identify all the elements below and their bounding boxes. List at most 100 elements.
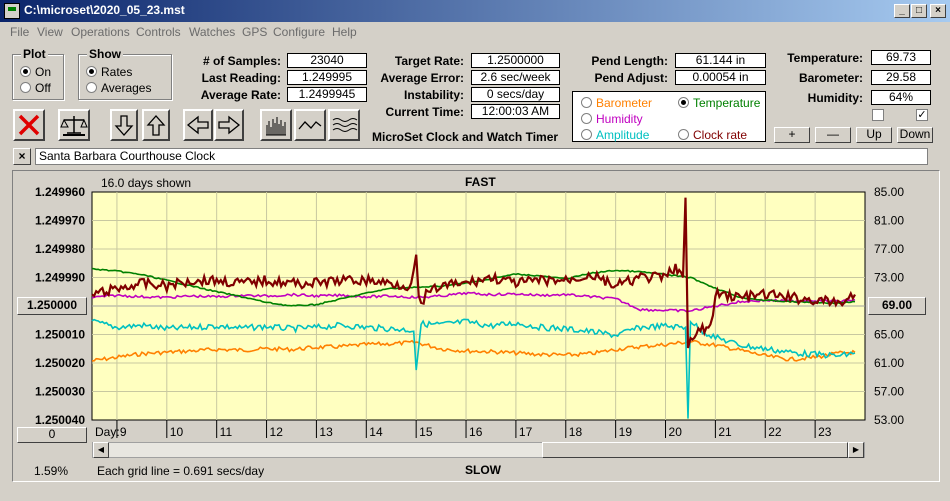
- samples-value: 23040: [287, 53, 367, 68]
- x-tick-label: 20: [669, 425, 683, 439]
- minimize-button[interactable]: _: [894, 4, 910, 18]
- x-tick-label: 18: [569, 425, 583, 439]
- y-left-tick-label: 1.249980: [35, 242, 85, 256]
- x-tick-label: 21: [718, 425, 732, 439]
- radio-empty-icon: [20, 82, 31, 93]
- clock-name-field[interactable]: Santa Barbara Courthouse Clock: [35, 148, 928, 165]
- title-bar: C:\microset\2020_05_23.mst _ □ ×: [0, 0, 950, 22]
- sensor-barometer-radio[interactable]: Barometer: [581, 96, 652, 112]
- clear-clock-button[interactable]: ×: [13, 148, 31, 165]
- menu-help[interactable]: Help: [332, 25, 357, 39]
- scroll-up-button[interactable]: [142, 109, 170, 141]
- pend-length-label: Pend Length:: [591, 54, 668, 68]
- close-button[interactable]: ×: [930, 4, 946, 18]
- cancel-x-icon: [18, 114, 40, 136]
- minus-button[interactable]: —: [815, 127, 851, 143]
- menu-gps[interactable]: GPS: [242, 25, 268, 39]
- sensor-amplitude-radio[interactable]: Amplitude: [581, 128, 649, 144]
- left-bottom-zero-button[interactable]: 0: [17, 427, 87, 443]
- humidity-value: 64%: [871, 90, 931, 105]
- scroll-left-button[interactable]: [183, 109, 213, 141]
- average-error-value: 2.6 sec/week: [471, 70, 560, 85]
- menu-operations[interactable]: Operations: [71, 25, 130, 39]
- instability-label: Instability:: [403, 88, 464, 102]
- series-line-clock-rate: [91, 197, 856, 349]
- bar-plot-button[interactable]: [260, 109, 292, 141]
- x-tick-label: 9: [120, 425, 127, 439]
- app-name-label: MicroSet Clock and Watch Timer: [372, 130, 559, 144]
- show-averages-radio[interactable]: Averages: [86, 81, 151, 97]
- target-rate-label: Target Rate:: [394, 54, 464, 68]
- x-tick-label: 15: [419, 425, 433, 439]
- sensor-temperature-label: Temperature: [693, 96, 761, 110]
- scroll-right-button[interactable]: [214, 109, 244, 141]
- radio-selected-icon: [86, 66, 97, 77]
- right-axis-value-button[interactable]: 69.00: [868, 297, 926, 315]
- scroll-left-arrow-icon[interactable]: ◀: [93, 442, 109, 458]
- sensor-clock-rate-label: Clock rate: [693, 128, 748, 142]
- menu-watches[interactable]: Watches: [189, 25, 236, 39]
- horizontal-scrollbar[interactable]: ◀ ▶: [92, 442, 865, 458]
- up-button[interactable]: Up: [856, 127, 892, 143]
- radio-selected-icon: [20, 66, 31, 77]
- y-left-tick-label: 1.250030: [35, 385, 85, 399]
- x-tick-label: 11: [220, 425, 233, 439]
- plot-group-title: Plot: [21, 47, 48, 61]
- app-icon[interactable]: [4, 3, 20, 19]
- arrow-left-icon: [186, 115, 209, 135]
- plot-off-radio[interactable]: Off: [20, 81, 51, 97]
- stop-button[interactable]: [13, 109, 45, 141]
- barometer-label: Barometer:: [798, 71, 863, 85]
- radio-empty-icon: [581, 97, 592, 108]
- plot-group: Plot On Off: [12, 47, 64, 100]
- menu-configure[interactable]: Configure: [273, 25, 326, 39]
- scroll-right-arrow-icon[interactable]: ▶: [848, 442, 864, 458]
- arrow-up-icon: [146, 115, 166, 136]
- show-averages-label: Averages: [101, 81, 152, 95]
- plus-button[interactable]: +: [774, 127, 810, 143]
- menu-view[interactable]: View: [37, 25, 63, 39]
- radio-empty-icon: [581, 129, 592, 140]
- y-left-tick-label: 1.249970: [35, 214, 85, 228]
- sensor-temperature-radio[interactable]: Temperature: [678, 96, 760, 112]
- left-axis-value-button[interactable]: 1.250000: [17, 297, 87, 315]
- series-line-amplitude: [91, 318, 856, 419]
- down-button[interactable]: Down: [897, 127, 933, 143]
- plot-on-radio[interactable]: On: [20, 65, 51, 81]
- maximize-button[interactable]: □: [911, 4, 927, 18]
- y-right-tick-label: 61.00: [874, 356, 904, 370]
- sensor-barometer-label: Barometer: [596, 96, 653, 110]
- target-rate-value: 1.2500000: [471, 53, 560, 68]
- current-time-value: 12:00:03 AM: [471, 104, 560, 119]
- y-left-tick-label: 1.250010: [35, 328, 85, 342]
- multi-line-plot-button[interactable]: [328, 109, 360, 141]
- sensor-humidity-label: Humidity: [596, 112, 643, 126]
- x-tick-label: 22: [768, 425, 782, 439]
- x-tick-label: 10: [170, 425, 184, 439]
- show-rates-radio[interactable]: Rates: [86, 65, 132, 81]
- menu-file[interactable]: File: [10, 25, 30, 39]
- sensor-clock-rate-radio[interactable]: Clock rate: [678, 128, 747, 144]
- menu-bar: File View Operations Controls Watches GP…: [0, 22, 950, 42]
- temperature-label: Temperature:: [787, 51, 863, 65]
- x-tick-label: 16: [469, 425, 483, 439]
- average-rate-value: 1.2499945: [287, 87, 367, 102]
- y-right-tick-label: 77.00: [874, 242, 904, 256]
- arrow-down-icon: [114, 115, 134, 136]
- fast-label: FAST: [465, 175, 496, 189]
- radio-empty-icon: [86, 82, 97, 93]
- sensor-humidity-radio[interactable]: Humidity: [581, 112, 643, 128]
- plot-off-label: Off: [35, 81, 51, 95]
- sensor-amplitude-label: Amplitude: [596, 128, 650, 142]
- plot-on-label: On: [35, 65, 52, 79]
- line-plot-button[interactable]: [294, 109, 326, 141]
- menu-controls[interactable]: Controls: [136, 25, 181, 39]
- left-checkbox[interactable]: [872, 109, 884, 121]
- wave-plot-icon: [298, 121, 322, 130]
- right-checkbox[interactable]: ✓: [916, 109, 928, 121]
- y-right-tick-label: 81.00: [874, 214, 904, 228]
- scroll-down-button[interactable]: [110, 109, 138, 141]
- series-line-barometer: [92, 339, 856, 362]
- scrollbar-thumb[interactable]: [542, 442, 848, 458]
- balance-button[interactable]: [58, 109, 90, 141]
